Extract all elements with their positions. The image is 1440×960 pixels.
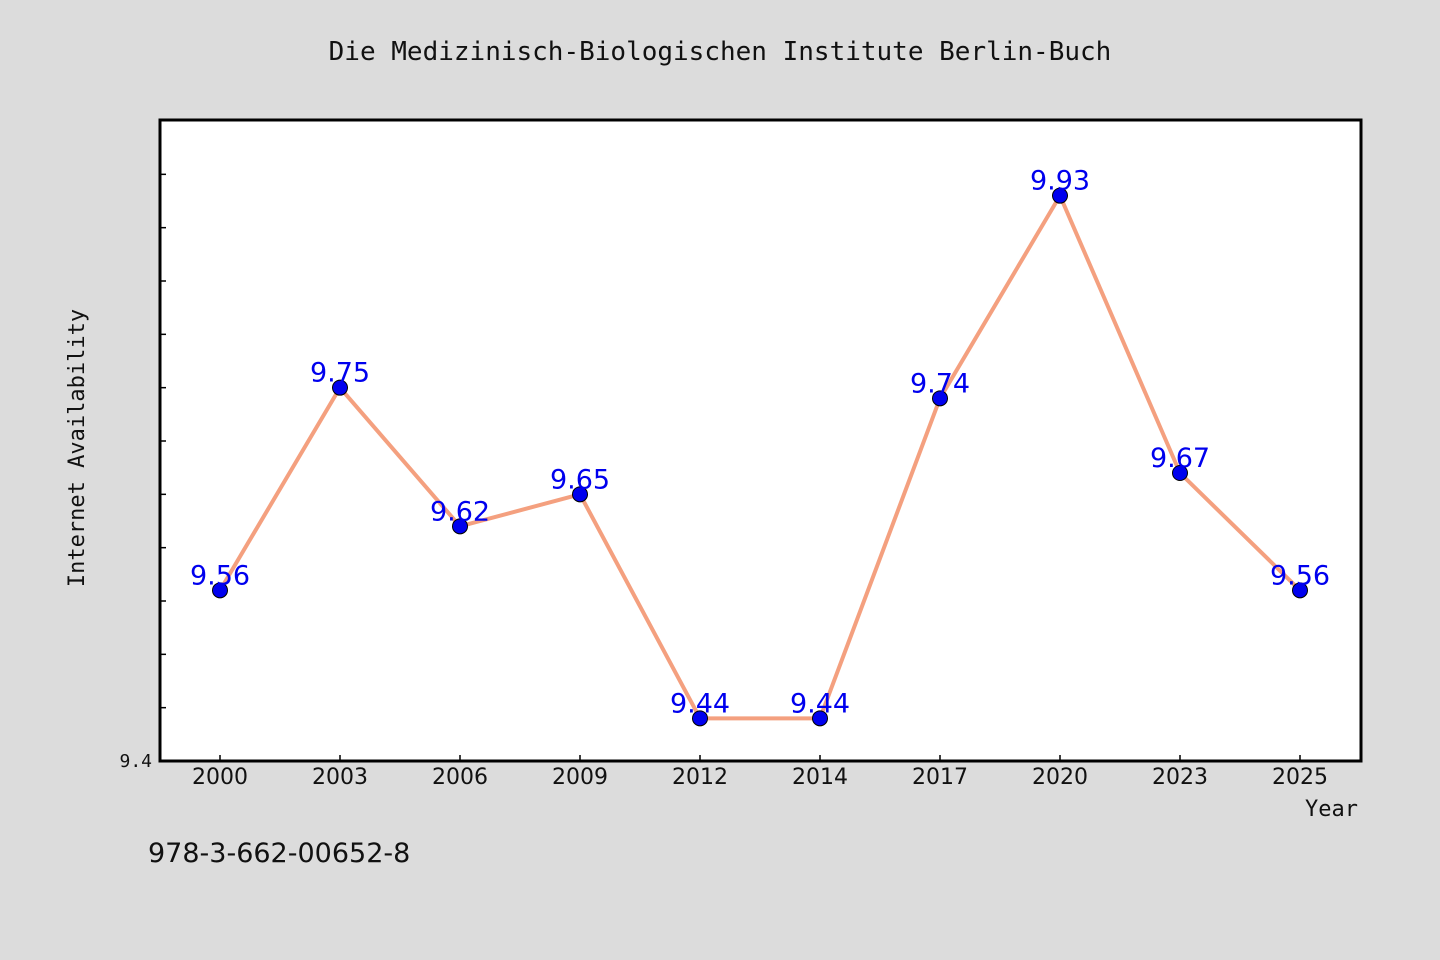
x-tick-label: 2020 [1032, 765, 1088, 790]
data-label: 9.44 [670, 688, 730, 719]
data-label: 9.56 [1270, 560, 1330, 591]
data-label: 9.44 [790, 688, 850, 719]
data-point [692, 710, 708, 727]
data-point [452, 518, 468, 535]
x-axis-ticks: 2000 2003 2006 2009 2012 2014 2017 2020 2023 2025 [192, 755, 1328, 790]
data-label: 9.75 [310, 358, 370, 389]
data-label: 9.56 [190, 560, 250, 591]
footer-isbn: 978-3-662-00652-8 [148, 838, 410, 869]
data-point [212, 582, 228, 599]
data-label: 9.93 [1030, 166, 1090, 197]
x-tick-label: 2006 [432, 765, 488, 790]
x-tick-label: 2012 [672, 765, 728, 790]
data-label: 9.62 [430, 496, 490, 527]
x-tick-label: 2000 [192, 765, 248, 790]
data-point [1172, 465, 1188, 481]
chart-title: Die Medizinisch-Biologischen Institute B… [329, 37, 1112, 67]
x-axis-label: Year [1305, 797, 1358, 822]
y-axis-ticks: 9.4 [119, 173, 166, 772]
x-tick-label: 2017 [912, 765, 968, 790]
data-point [1052, 187, 1068, 204]
x-tick-label: 2003 [312, 765, 368, 790]
series-layer: 9.56 9.75 9.62 9.65 9.44 9.44 9.74 9.93 9.67 9.56 [190, 166, 1330, 727]
x-tick-label: 2009 [552, 765, 608, 790]
data-point [572, 486, 588, 503]
data-label: 9.74 [910, 368, 970, 399]
x-tick-label: 2023 [1152, 765, 1208, 790]
plot-area [158, 118, 1363, 763]
x-tick-label: 2014 [792, 765, 848, 790]
data-point [1292, 582, 1308, 599]
x-tick-label: 2025 [1272, 765, 1328, 790]
y-tick-label: 9.4 [119, 751, 152, 772]
data-point [812, 710, 828, 727]
data-label: 9.65 [550, 464, 610, 495]
data-point [932, 390, 948, 407]
data-label: 9.67 [1150, 443, 1210, 474]
y-axis-label: Internet Availability [65, 309, 90, 587]
series-line [218, 193, 1302, 721]
data-point [332, 379, 348, 396]
